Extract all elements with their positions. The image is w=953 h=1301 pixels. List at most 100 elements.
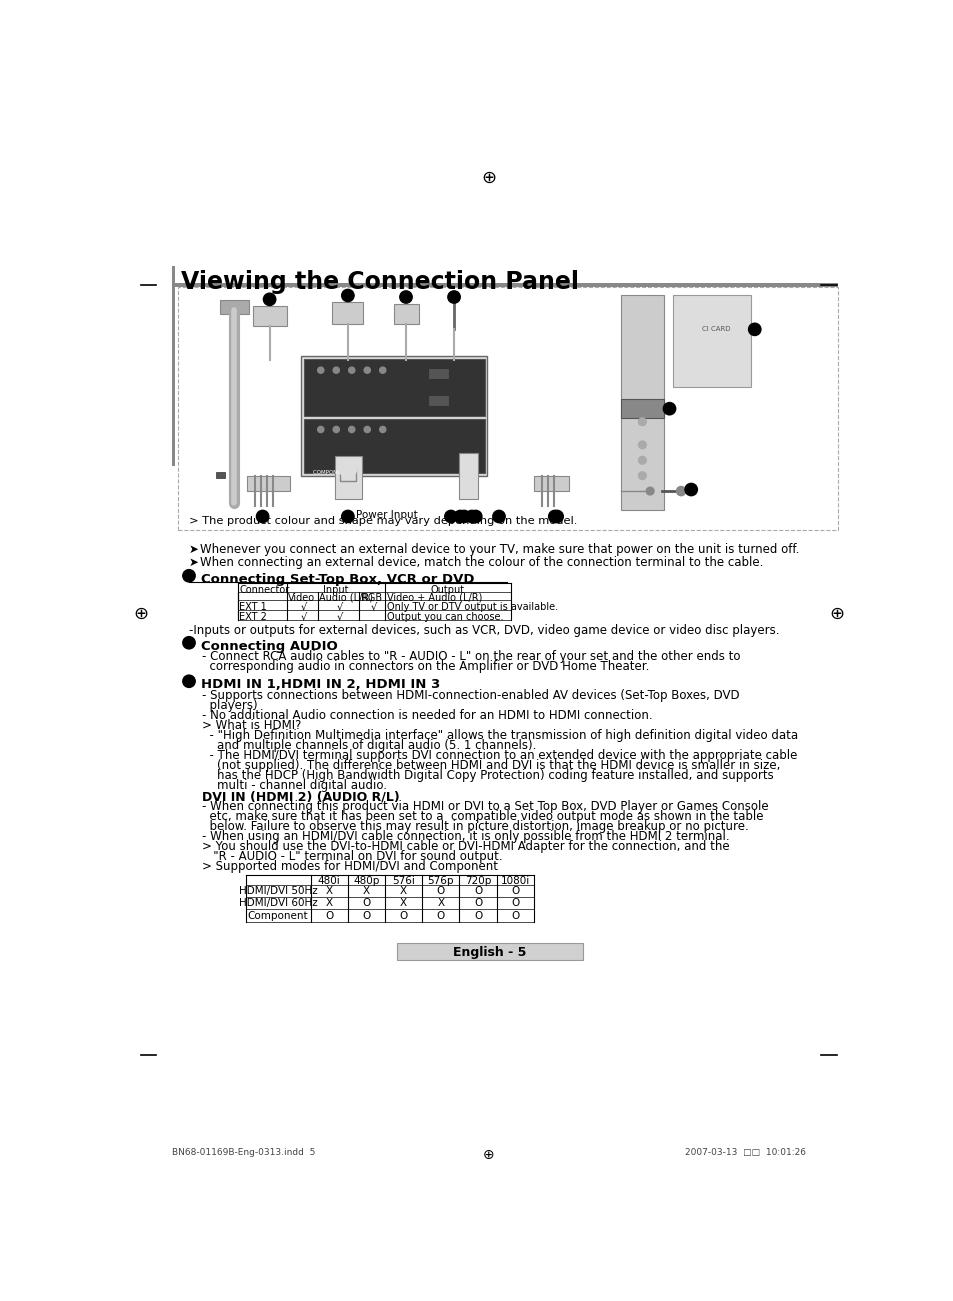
Text: ⊕: ⊕	[133, 605, 149, 623]
Circle shape	[493, 510, 505, 523]
Circle shape	[341, 510, 354, 523]
Circle shape	[256, 510, 269, 523]
Bar	[247, 476, 290, 490]
Text: √: √	[300, 611, 307, 622]
Text: 7: 7	[554, 513, 559, 520]
Text: below. Failure to observe this may result in picture distortion, image breakup o: below. Failure to observe this may resul…	[202, 820, 748, 833]
Text: ⊕: ⊕	[828, 605, 843, 623]
Text: 576i: 576i	[392, 876, 415, 886]
Text: HDMI/DVI 60Hz: HDMI/DVI 60Hz	[238, 899, 317, 908]
Text: HDMI IN 1,HDMI IN 2, HDMI IN 3: HDMI IN 1,HDMI IN 2, HDMI IN 3	[200, 678, 439, 691]
Text: DVI IN (HDMI 2) (AUDIO R/L): DVI IN (HDMI 2) (AUDIO R/L)	[202, 791, 399, 804]
Text: 4: 4	[451, 293, 456, 302]
Text: ⊕: ⊕	[482, 1147, 495, 1162]
Text: O: O	[474, 911, 481, 921]
Text: English - 5: English - 5	[453, 946, 526, 959]
Circle shape	[748, 323, 760, 336]
Text: When connecting an external device, match the colour of the connection terminal : When connecting an external device, matc…	[199, 556, 762, 569]
Bar	[340, 466, 355, 481]
Text: √: √	[371, 602, 376, 611]
Text: - Supports connections between HDMI-connection-enabled AV devices (Set-Top Boxes: - Supports connections between HDMI-conn…	[202, 690, 739, 703]
Text: X: X	[399, 886, 407, 896]
Bar	[216, 472, 225, 477]
Text: Connecting Set-Top Box, VCR or DVD: Connecting Set-Top Box, VCR or DVD	[200, 572, 474, 585]
Text: X: X	[362, 886, 370, 896]
Circle shape	[684, 484, 697, 496]
Text: "R - AUDIO - L" terminal on DVI for sound output.: "R - AUDIO - L" terminal on DVI for soun…	[202, 850, 502, 863]
Bar	[396, 943, 582, 960]
Text: - The HDMI/DVI terminal supports DVI connection to an extended device with the a: - The HDMI/DVI terminal supports DVI con…	[202, 749, 797, 762]
Circle shape	[638, 472, 645, 480]
Text: O: O	[325, 911, 333, 921]
Text: X: X	[325, 899, 333, 908]
Text: Connector: Connector	[239, 585, 290, 595]
Bar	[303, 359, 484, 416]
Text: CI CARD: CI CARD	[701, 325, 729, 332]
Text: O: O	[362, 899, 370, 908]
Text: √: √	[336, 602, 343, 611]
Text: O: O	[436, 886, 444, 896]
Circle shape	[444, 510, 456, 523]
Text: -Inputs or outputs for external devices, such as VCR, DVD, video game device or : -Inputs or outputs for external devices,…	[189, 623, 779, 636]
Text: 1: 1	[186, 571, 192, 580]
Text: 2007-03-13  □□  10:01:26: 2007-03-13 □□ 10:01:26	[684, 1147, 805, 1157]
Text: has the HDCP (High Bandwidth Digital Copy Protection) coding feature installed, : has the HDCP (High Bandwidth Digital Cop…	[202, 769, 773, 782]
Text: 5: 5	[751, 325, 757, 334]
Text: Output: Output	[431, 585, 464, 595]
Bar	[620, 398, 663, 418]
Text: ➤: ➤	[189, 556, 198, 569]
Text: Output you can choose.: Output you can choose.	[386, 611, 502, 622]
Text: 2: 2	[344, 291, 351, 301]
Text: O: O	[511, 899, 518, 908]
Text: √: √	[300, 602, 307, 611]
Text: X: X	[436, 899, 444, 908]
Text: 576p: 576p	[427, 876, 454, 886]
Text: 2: 2	[186, 639, 192, 648]
Circle shape	[465, 510, 477, 523]
Text: Video + Audio (L/R): Video + Audio (L/R)	[386, 593, 481, 602]
Circle shape	[348, 367, 355, 373]
Text: O: O	[436, 911, 444, 921]
Text: 480p: 480p	[353, 876, 379, 886]
Circle shape	[348, 427, 355, 432]
Text: 10: 10	[444, 513, 456, 520]
Text: 1080i: 1080i	[500, 876, 529, 886]
Text: EXT 2: EXT 2	[239, 611, 267, 622]
Circle shape	[333, 367, 339, 373]
Text: Power Input: Power Input	[355, 510, 416, 520]
Circle shape	[364, 367, 370, 373]
Bar	[534, 476, 568, 490]
Bar	[673, 295, 750, 388]
Text: - When connecting this product via HDMI or DVI to a Set Top Box, DVD Player or G: - When connecting this product via HDMI …	[202, 800, 768, 813]
Circle shape	[317, 427, 323, 432]
Text: RGB: RGB	[360, 593, 382, 602]
Text: 8: 8	[472, 513, 478, 520]
Text: Only TV or DTV output is available.: Only TV or DTV output is available.	[386, 602, 558, 611]
Text: 10: 10	[454, 513, 466, 520]
Text: EXT 1: EXT 1	[239, 602, 267, 611]
Text: etc, make sure that it has been set to a  compatible video output mode as shown : etc, make sure that it has been set to a…	[202, 809, 762, 822]
Text: 11: 11	[341, 513, 354, 520]
Text: X: X	[325, 886, 333, 896]
Circle shape	[447, 291, 459, 303]
Text: √: √	[336, 611, 343, 622]
Circle shape	[333, 427, 339, 432]
Circle shape	[183, 636, 195, 649]
Text: 7: 7	[551, 513, 558, 520]
Circle shape	[638, 418, 645, 425]
Bar	[335, 457, 361, 498]
Text: (not supplied). The difference between HDMI and DVI is that the HDMI device is s: (not supplied). The difference between H…	[202, 758, 780, 771]
Circle shape	[183, 675, 195, 687]
Text: Connecting AUDIO: Connecting AUDIO	[200, 640, 337, 653]
Text: multi - channel digital audio.: multi - channel digital audio.	[202, 779, 387, 792]
Bar	[394, 304, 418, 324]
Text: 3: 3	[402, 293, 409, 302]
Text: Video: Video	[288, 593, 315, 602]
Text: O: O	[511, 911, 518, 921]
Text: O: O	[474, 899, 481, 908]
Circle shape	[317, 367, 323, 373]
Text: BN68-01169B-Eng-0313.indd  5: BN68-01169B-Eng-0313.indd 5	[172, 1147, 315, 1157]
Circle shape	[645, 487, 654, 494]
Circle shape	[469, 510, 481, 523]
Text: > What is HDMI?: > What is HDMI?	[202, 719, 301, 732]
